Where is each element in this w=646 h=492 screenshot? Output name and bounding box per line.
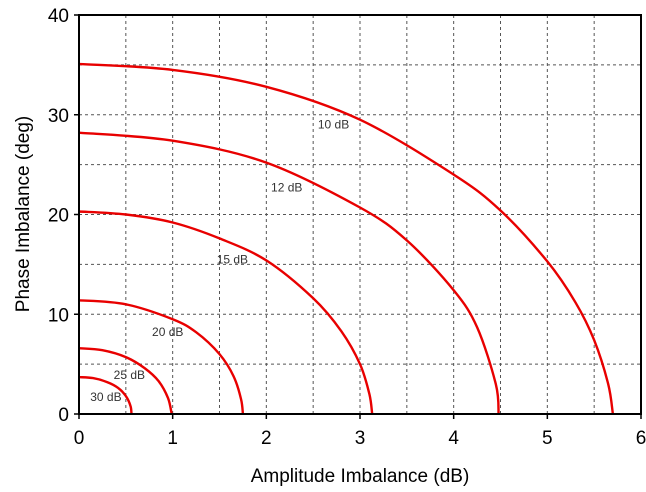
curve-label: 30 dB: [90, 390, 121, 404]
x-tick-label: 1: [167, 428, 178, 449]
series-line-15db: [78, 210, 374, 415]
series-line-20db: [78, 299, 245, 415]
x-axis-label: Amplitude Imbalance (dB): [251, 466, 470, 487]
y-tick-label: 40: [48, 6, 69, 27]
x-tick-label: 6: [636, 428, 646, 449]
x-tick-label: 2: [261, 428, 272, 449]
curve-label: 20 dB: [152, 325, 183, 339]
grid: [79, 15, 641, 414]
curve-label: 10 dB: [318, 118, 349, 132]
ticks: 0 1 2 3 4 5 6 0 10 20 30 40: [48, 6, 646, 449]
y-tick-label: 20: [48, 206, 69, 227]
curve-label: 12 dB: [271, 181, 302, 195]
y-axis-label: Phase Imbalance (deg): [13, 116, 34, 312]
series-line-30db: [78, 375, 133, 415]
curve-label: 25 dB: [114, 368, 145, 382]
curve-labels: 10 dB 12 dB 15 dB 20 dB 25 dB 30 dB: [90, 118, 349, 404]
x-tick-label: 5: [542, 428, 553, 449]
x-tick-label: 4: [448, 428, 459, 449]
curves: [78, 62, 615, 415]
y-tick-label: 30: [48, 106, 69, 127]
series-line-12db: [78, 131, 500, 415]
series-line-25db: [78, 347, 173, 415]
curve-label: 15 dB: [217, 252, 248, 266]
x-tick-label: 0: [74, 428, 85, 449]
y-tick-label: 0: [58, 405, 69, 426]
x-tick-label: 3: [355, 428, 366, 449]
y-tick-label: 10: [48, 305, 69, 326]
series-line-10db: [78, 62, 615, 415]
